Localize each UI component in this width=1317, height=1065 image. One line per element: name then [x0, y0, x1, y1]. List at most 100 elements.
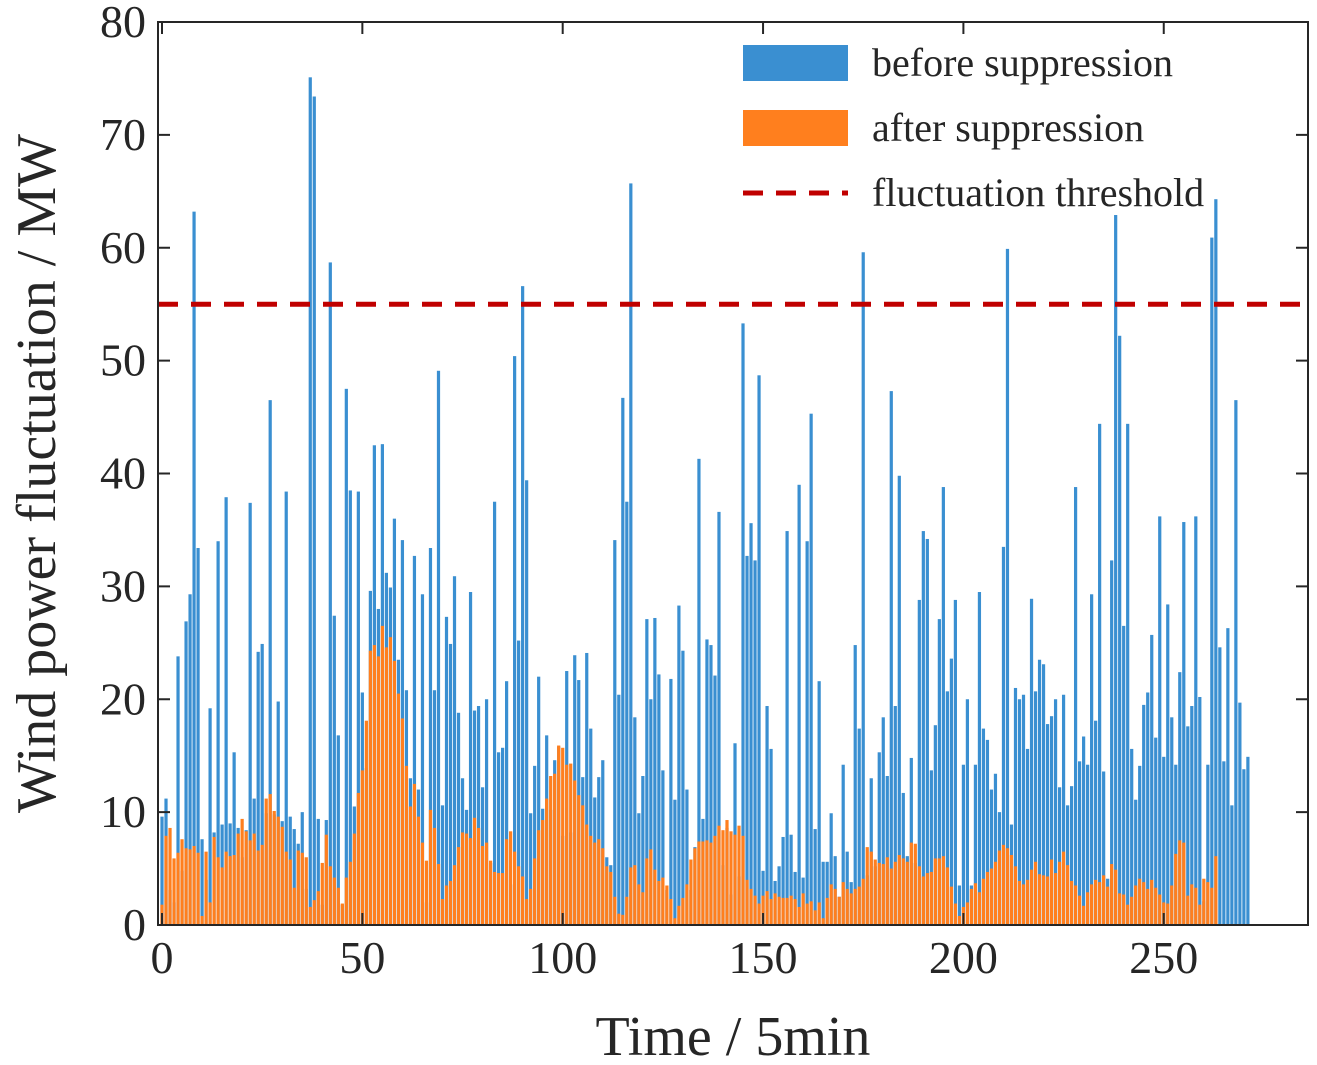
bar [789, 895, 793, 925]
bar [1078, 761, 1082, 925]
bar [360, 770, 364, 925]
bar [753, 895, 757, 925]
bar [184, 621, 188, 925]
y-axis-ticks: 0 10 20 30 40 50 60 70 80 [100, 0, 1308, 950]
bar [781, 836, 785, 925]
bar [601, 760, 605, 925]
bar [264, 798, 268, 925]
bar [1178, 672, 1182, 925]
bar [805, 903, 809, 925]
bar [505, 681, 509, 925]
bar [1082, 905, 1086, 925]
y-tick-label: 70 [100, 109, 146, 160]
bar [1037, 874, 1042, 925]
bar [176, 852, 180, 925]
bar [428, 548, 433, 925]
bar [729, 831, 733, 925]
bar [356, 491, 360, 925]
bar [693, 848, 697, 925]
bar [961, 764, 966, 925]
bar [332, 877, 336, 925]
bar [821, 861, 825, 925]
bar [1190, 706, 1194, 925]
bar [657, 880, 661, 925]
bar [797, 906, 801, 925]
bar [324, 834, 328, 925]
bar [200, 915, 204, 925]
bar [849, 893, 853, 925]
bar [1009, 855, 1014, 925]
bar [388, 637, 393, 925]
bar [1049, 716, 1054, 925]
bar [1126, 904, 1130, 925]
y-tick-label: 60 [100, 222, 146, 273]
bar [1150, 634, 1154, 925]
bar [973, 883, 978, 925]
bar [897, 475, 901, 925]
bar [312, 96, 316, 925]
bar [621, 914, 625, 925]
bar [220, 867, 224, 925]
bar [1118, 335, 1122, 925]
bar [1154, 887, 1158, 925]
bar [1001, 844, 1006, 925]
bar [1057, 861, 1062, 925]
bar [404, 765, 409, 925]
bar [713, 835, 717, 925]
bar [1210, 237, 1214, 926]
bar [424, 860, 429, 925]
bar [1206, 882, 1210, 925]
bar [1041, 664, 1046, 925]
bar [492, 501, 497, 925]
bar [625, 501, 629, 925]
bar [1218, 647, 1222, 925]
bar [745, 879, 749, 925]
legend-label-threshold: fluctuation threshold [872, 170, 1204, 215]
bar [1166, 604, 1170, 925]
bar [709, 842, 713, 925]
bar [1029, 869, 1034, 925]
bar [352, 833, 356, 925]
bar [1238, 702, 1242, 925]
bar [316, 891, 320, 925]
bar [989, 868, 994, 925]
bar [697, 841, 701, 925]
legend-label-before: before suppression [872, 40, 1173, 85]
bar [160, 816, 164, 925]
bar [853, 645, 857, 925]
bar [817, 902, 821, 925]
bar [484, 699, 489, 925]
bar [1114, 869, 1118, 925]
x-tick-label: 200 [929, 932, 998, 983]
bar [941, 487, 945, 925]
bar [1170, 717, 1174, 925]
bar [456, 712, 461, 925]
bar [929, 871, 933, 925]
bar [168, 827, 172, 925]
bar [689, 859, 693, 925]
bar [945, 691, 949, 925]
bar [601, 848, 605, 925]
bar [1033, 691, 1038, 925]
bar [1222, 761, 1226, 925]
bar [1005, 248, 1010, 925]
x-tick-label: 150 [729, 932, 798, 983]
bar [661, 770, 665, 925]
bar [224, 497, 228, 925]
bar [509, 831, 513, 925]
bar [1029, 598, 1034, 925]
bar [196, 548, 200, 925]
bar [901, 858, 905, 925]
bar [893, 861, 897, 925]
bar [204, 851, 208, 925]
bar [336, 735, 340, 925]
bar [1045, 876, 1050, 925]
bar [1122, 894, 1126, 925]
bar [1146, 888, 1150, 925]
bar [456, 847, 461, 925]
bar [965, 699, 970, 925]
bar [745, 555, 749, 925]
bar [328, 262, 332, 925]
bar [781, 897, 785, 925]
bar [853, 888, 857, 925]
